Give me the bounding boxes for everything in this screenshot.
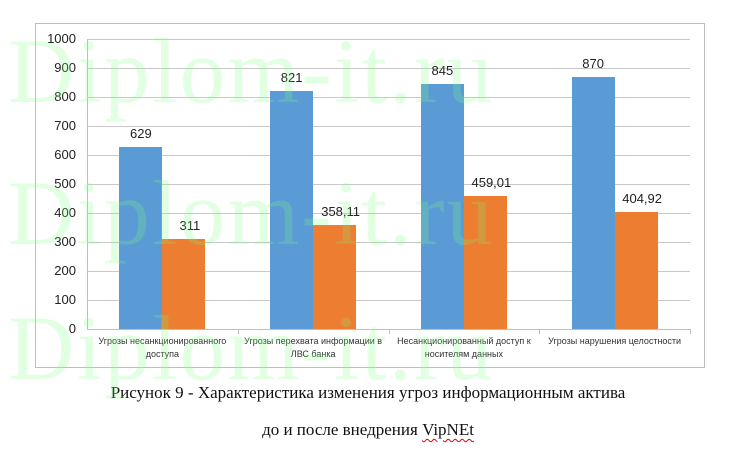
data-label: 311 <box>179 217 201 233</box>
y-tick-label: 300 <box>54 234 76 249</box>
x-category-label-line: Несанкционированный доступ к <box>397 336 531 346</box>
x-category-label-line: Угрозы нарушения целостности <box>548 336 682 346</box>
y-tick-label: 1000 <box>47 31 76 46</box>
y-tick-label: 100 <box>54 292 76 307</box>
bar-after-1 <box>162 238 206 329</box>
data-label: 629 <box>130 125 152 141</box>
y-tick-label: 600 <box>54 147 76 162</box>
figure-caption-line2: до и после внедрения VipNEt <box>0 420 736 440</box>
x-tick-mark <box>388 329 390 334</box>
x-category-label-line: носителям данных <box>424 349 503 359</box>
x-category-label-line <box>539 348 690 361</box>
gridline <box>87 184 690 185</box>
bar-after-2 <box>313 225 357 329</box>
x-tick-mark <box>690 329 691 334</box>
bar-before-3 <box>420 83 464 329</box>
x-category-label-line: ЛВС банка <box>290 349 336 359</box>
x-category-label-line: Угрозы несанкционированного <box>98 336 227 346</box>
bar-after-4 <box>614 211 658 329</box>
x-category-label: Угрозы нарушения целостности <box>539 335 690 361</box>
bar-before-2 <box>270 90 314 329</box>
y-tick-label: 900 <box>54 60 76 75</box>
gridline <box>87 271 690 272</box>
data-label: 870 <box>582 55 604 71</box>
bar-before-1 <box>119 146 163 329</box>
x-tick-mark <box>237 329 239 334</box>
bar-after-3 <box>463 195 507 329</box>
data-label: 358,11 <box>321 204 361 220</box>
x-tick-mark <box>539 329 541 334</box>
figure-caption-line1: Рисунок 9 - Характеристика изменения угр… <box>110 383 626 402</box>
gridline <box>87 97 690 98</box>
caption-line2-prefix: до и после внедрения <box>262 420 423 439</box>
gridline <box>87 213 690 214</box>
y-tick-label: 700 <box>54 118 76 133</box>
data-label: 845 <box>431 62 454 78</box>
y-tick-label: 400 <box>54 205 76 220</box>
x-category-label: Несанкционированный доступ к носителям да… <box>389 335 540 361</box>
plot-area: 629 311 821 358,11 845 459,01 870 404,92 <box>87 39 690 330</box>
y-tick-label: 200 <box>54 263 76 278</box>
data-label: 821 <box>280 69 303 85</box>
x-category-label: Угрозы несанкционированного доступа <box>87 335 238 361</box>
x-category-label-line: Угрозы перехвата информации в <box>244 336 383 346</box>
y-tick-label: 0 <box>68 321 76 336</box>
x-category-label-line: доступа <box>145 349 180 359</box>
x-category-label: Угрозы перехвата информации в ЛВС банка <box>238 335 389 361</box>
gridline <box>87 155 690 156</box>
gridline <box>87 126 690 127</box>
y-tick-label: 500 <box>54 176 76 191</box>
y-tick-label: 800 <box>54 89 76 104</box>
gridline <box>87 242 690 243</box>
gridline <box>87 68 690 69</box>
data-label: 459,01 <box>471 174 512 190</box>
gridline <box>87 300 690 301</box>
spellcheck-underlined-word: VipNEt <box>422 420 474 439</box>
data-label: 404,92 <box>622 190 662 206</box>
gridline <box>87 39 690 40</box>
bar-before-4 <box>571 76 615 329</box>
